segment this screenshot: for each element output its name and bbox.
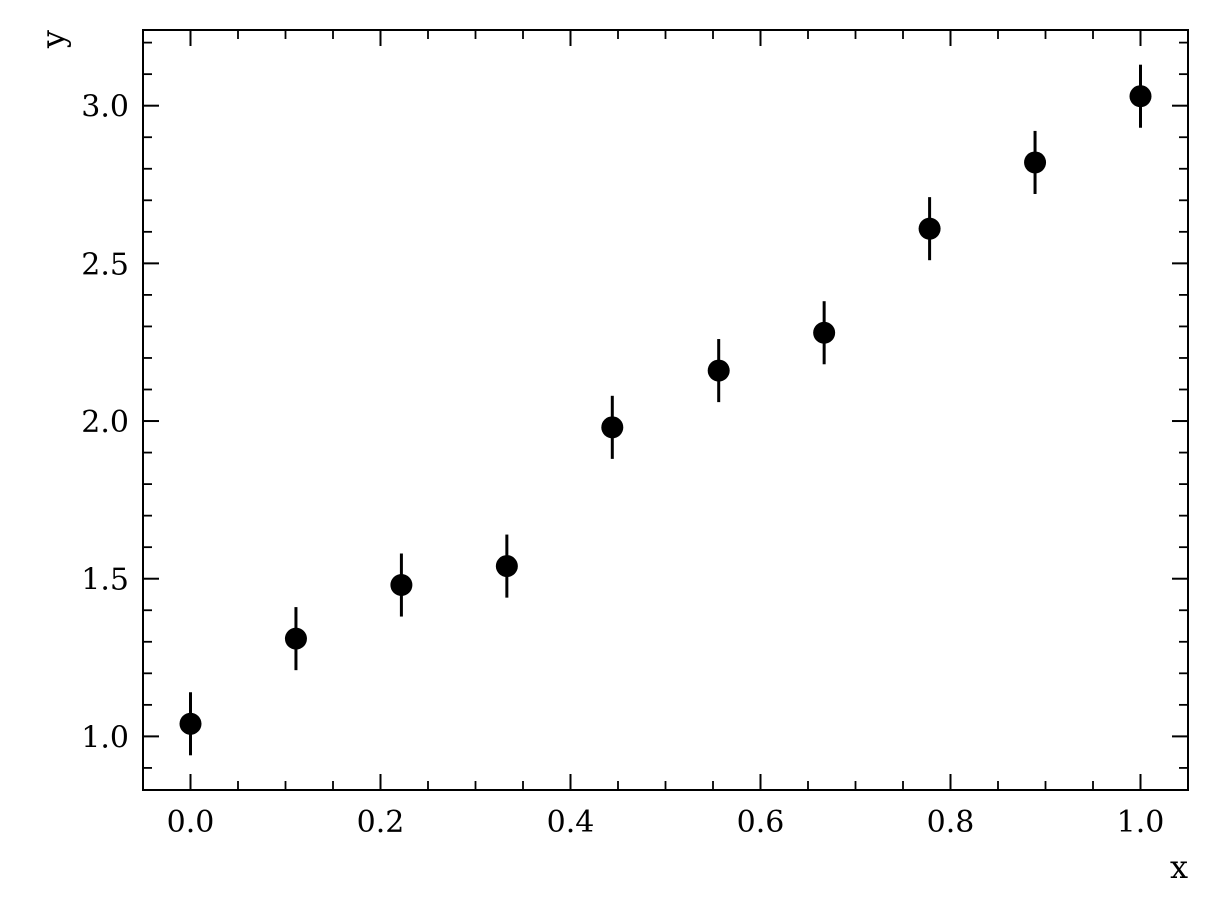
minor-ticks — [142, 30, 1189, 790]
y-tick-label: 1.5 — [81, 563, 129, 598]
y-tick-label: 3.0 — [81, 90, 129, 125]
data-points — [179, 85, 1152, 735]
data-point — [813, 321, 836, 344]
data-point — [707, 359, 730, 382]
error-bars — [189, 64, 1142, 756]
x-tick-label: 0.8 — [927, 805, 975, 840]
x-tick-label: 0.0 — [167, 805, 215, 840]
tick-labels: 0.0 0.2 0.4 0.6 0.8 1.0 1.0 1.5 2.0 2.5 3.0 — [81, 90, 1164, 840]
y-tick-label: 1.0 — [81, 720, 129, 755]
y-axis-label: y — [34, 30, 72, 49]
data-point — [284, 627, 307, 650]
major-ticks — [143, 30, 1188, 790]
data-point — [918, 217, 941, 240]
x-axis-label: x — [1170, 848, 1188, 886]
x-tick-label: 0.4 — [547, 805, 595, 840]
data-point — [495, 555, 518, 578]
data-point — [179, 712, 202, 735]
y-tick-label: 2.0 — [81, 405, 129, 440]
data-point — [390, 574, 413, 597]
y-tick-label: 2.5 — [81, 247, 129, 282]
data-point — [1129, 85, 1152, 108]
data-point — [1024, 151, 1047, 174]
data-point — [601, 416, 624, 439]
plot-frame — [142, 29, 1189, 791]
x-tick-label: 0.2 — [357, 805, 405, 840]
x-tick-label: 0.6 — [737, 805, 785, 840]
x-tick-label: 1.0 — [1117, 805, 1165, 840]
